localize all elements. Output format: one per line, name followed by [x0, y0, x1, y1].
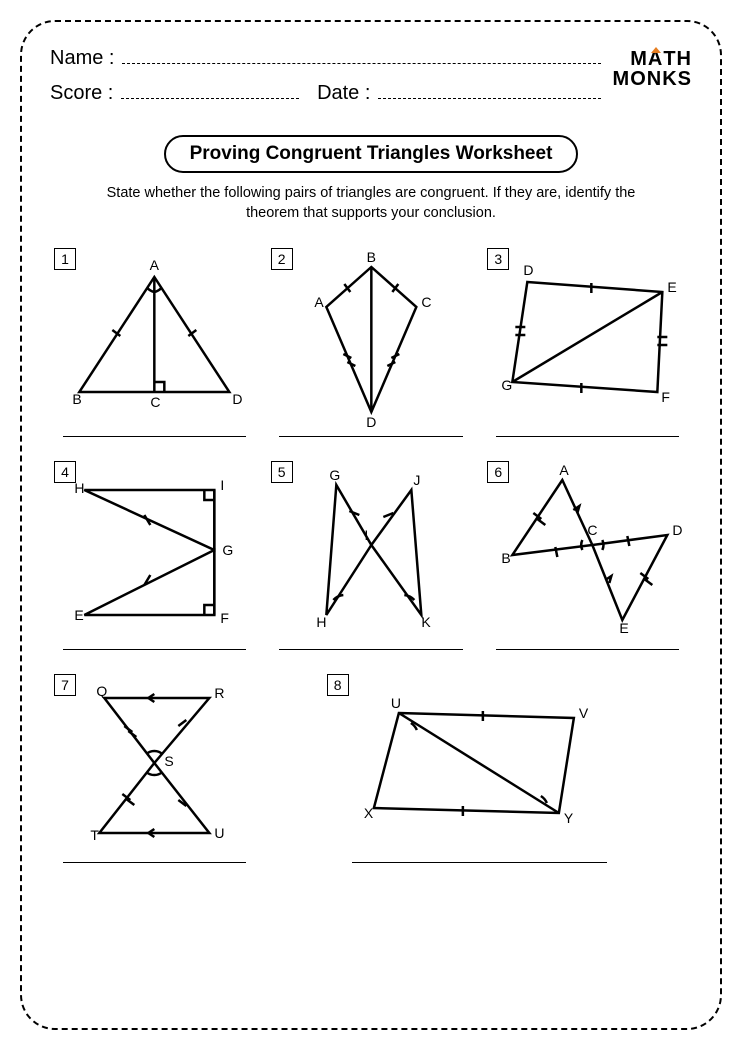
vertex-label: Q [96, 683, 107, 699]
vertex-label: R [214, 685, 224, 701]
vertex-label: F [220, 610, 229, 626]
logo: MATH MONKS [613, 49, 692, 89]
score-input-line[interactable] [121, 85, 299, 99]
vertex-label: J [413, 472, 420, 488]
vertex-label: A [314, 294, 324, 310]
instructions: State whether the following pairs of tri… [80, 183, 662, 224]
name-label: Name : [50, 47, 114, 70]
problem-number: 6 [487, 461, 509, 483]
problem-number: 8 [327, 674, 349, 696]
vertex-label: D [232, 391, 242, 407]
figure-5: G J I H K [267, 455, 476, 645]
answer-line[interactable] [63, 436, 247, 437]
problem-8: 8 U V X Y [267, 668, 692, 871]
vertex-label: D [366, 414, 376, 430]
answer-line[interactable] [496, 649, 680, 650]
logo-accent-icon: A [648, 49, 663, 69]
vertex-label: Y [564, 810, 574, 826]
header: Name : Score : Date : MATH MONKS [50, 47, 692, 117]
problem-1: 1 A B C [50, 242, 259, 445]
vertex-label: G [329, 467, 340, 483]
worksheet-page: Name : Score : Date : MATH MONKS Proving… [20, 20, 722, 1030]
page-title: Proving Congruent Triangles Worksheet [164, 135, 579, 173]
vertex-label: B [502, 550, 511, 566]
figure-4: H I G E F [50, 455, 259, 645]
vertex-label: T [90, 827, 99, 843]
vertex-label: E [74, 607, 83, 623]
problem-number: 2 [271, 248, 293, 270]
vertex-label: K [421, 614, 431, 630]
vertex-label: E [620, 620, 629, 636]
vertex-label: F [662, 389, 671, 405]
vertex-label: G [222, 542, 233, 558]
vertex-label: C [150, 394, 160, 410]
answer-line[interactable] [63, 649, 247, 650]
answer-line[interactable] [496, 436, 680, 437]
figure-6: A B C D E [483, 455, 692, 645]
answer-line[interactable] [279, 649, 463, 650]
vertex-label: D [673, 522, 683, 538]
vertex-label: E [668, 279, 677, 295]
logo-line1-pre: M [630, 48, 648, 70]
vertex-label: H [316, 614, 326, 630]
vertex-label: I [364, 527, 368, 543]
problems-grid: 1 A B C [50, 242, 692, 871]
date-label: Date : [317, 82, 370, 105]
vertex-label: B [72, 391, 81, 407]
vertex-label: V [579, 705, 589, 721]
date-input-line[interactable] [378, 85, 600, 99]
problem-3: 3 D E F G [483, 242, 692, 445]
vertex-label: B [366, 249, 375, 265]
logo-line1-post: TH [663, 48, 692, 70]
figure-3: D E F G [483, 242, 692, 432]
logo-line2: MONKS [613, 69, 692, 89]
problem-number: 4 [54, 461, 76, 483]
vertex-label: U [391, 695, 401, 711]
vertex-label: I [220, 477, 224, 493]
vertex-label: U [214, 825, 224, 841]
figure-8: U V X Y [330, 668, 628, 858]
problem-2: 2 A B C D [267, 242, 476, 445]
name-input-line[interactable] [122, 50, 600, 64]
problem-number: 7 [54, 674, 76, 696]
vertex-label: A [560, 462, 570, 478]
problem-4: 4 H I G E F [50, 455, 259, 658]
score-label: Score : [50, 82, 113, 105]
answer-line[interactable] [279, 436, 463, 437]
vertex-label: S [164, 753, 173, 769]
problem-number: 3 [487, 248, 509, 270]
problem-5: 5 G J I H K [267, 455, 476, 658]
problem-6: 6 A [483, 455, 692, 658]
answer-line[interactable] [63, 862, 247, 863]
figure-7: Q R S T U [50, 668, 259, 858]
vertex-label: G [502, 377, 513, 393]
vertex-label: X [364, 805, 374, 821]
problem-7: 7 Q R [50, 668, 259, 871]
vertex-label: C [421, 294, 431, 310]
answer-line[interactable] [352, 862, 607, 863]
score-date-row: Score : Date : [50, 82, 601, 105]
problem-number: 5 [271, 461, 293, 483]
vertex-label: D [524, 262, 534, 278]
figure-1: A B C D [50, 242, 259, 432]
figure-2: A B C D [267, 242, 476, 432]
title-container: Proving Congruent Triangles Worksheet [50, 135, 692, 173]
header-fields: Name : Score : Date : [50, 47, 601, 117]
vertex-label: A [150, 257, 160, 273]
vertex-label: C [588, 522, 598, 538]
name-row: Name : [50, 47, 601, 70]
problem-number: 1 [54, 248, 76, 270]
